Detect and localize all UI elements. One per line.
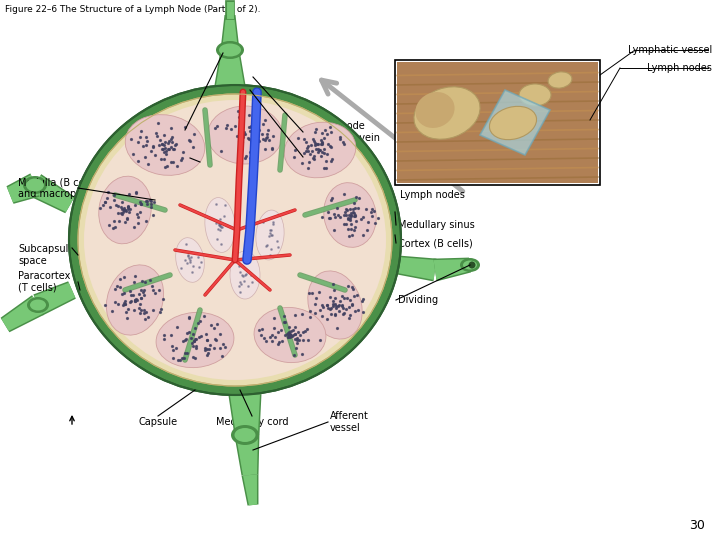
Polygon shape [433,258,471,281]
Text: Subcapsular
space: Subcapsular space [18,244,78,266]
Polygon shape [1,295,44,332]
Polygon shape [243,474,257,505]
Ellipse shape [519,84,551,106]
Ellipse shape [207,106,282,164]
Text: Dividing: Dividing [398,295,438,305]
Text: Capsule: Capsule [138,417,178,427]
Ellipse shape [548,72,572,88]
Ellipse shape [30,300,46,310]
Ellipse shape [231,425,259,445]
Polygon shape [6,173,40,204]
Ellipse shape [469,261,475,268]
Polygon shape [215,50,246,85]
Ellipse shape [254,307,326,362]
Ellipse shape [307,271,362,339]
Ellipse shape [490,106,536,140]
Ellipse shape [176,238,204,282]
Text: Lymph nodes: Lymph nodes [647,63,712,73]
Polygon shape [222,15,238,50]
Text: 30: 30 [689,519,705,532]
Ellipse shape [99,176,151,244]
Ellipse shape [463,260,477,269]
Ellipse shape [414,87,480,139]
Ellipse shape [415,92,454,128]
Ellipse shape [324,183,377,247]
Text: Lymph node
artery and vein: Lymph node artery and vein [305,121,380,143]
Ellipse shape [256,210,284,260]
Polygon shape [220,15,240,50]
Polygon shape [33,281,76,315]
Polygon shape [29,174,75,213]
Polygon shape [241,474,258,505]
Polygon shape [433,259,471,280]
Text: Medulla (B cells
and macrophages): Medulla (B cells and macrophages) [18,177,109,199]
Text: Hilum: Hilum [305,152,333,162]
Ellipse shape [107,265,163,335]
Polygon shape [7,175,39,202]
Bar [395,60,600,185]
Text: Trabeculae: Trabeculae [158,153,211,163]
Polygon shape [230,394,260,436]
Ellipse shape [219,44,241,57]
Text: Cortex (B cells): Cortex (B cells) [398,238,473,248]
Bar [397,62,598,183]
Text: Medullary sinus: Medullary sinus [398,220,474,230]
Ellipse shape [26,179,44,192]
Ellipse shape [27,297,49,313]
Polygon shape [30,176,74,212]
Ellipse shape [125,114,204,176]
Polygon shape [34,282,75,314]
Polygon shape [235,434,259,476]
Ellipse shape [84,100,386,380]
Ellipse shape [69,85,401,395]
Text: Efferent
vessel: Efferent vessel [143,119,182,141]
Ellipse shape [230,251,260,299]
Ellipse shape [235,428,256,442]
Polygon shape [1,296,43,331]
Ellipse shape [460,258,480,272]
Ellipse shape [284,122,356,178]
Ellipse shape [205,198,235,252]
Polygon shape [236,434,258,476]
Polygon shape [480,90,550,155]
Text: Paracortex
(T cells): Paracortex (T cells) [18,271,71,293]
Ellipse shape [156,313,234,368]
Text: Lymphatic vessel: Lymphatic vessel [628,45,712,55]
Text: Afferent
vessel: Afferent vessel [330,411,369,433]
Ellipse shape [216,41,244,59]
Ellipse shape [78,94,392,386]
Polygon shape [228,394,261,436]
Polygon shape [397,257,436,280]
Text: Figure 22–6 The Structure of a Lymph Node (Part 1 of 2).: Figure 22–6 The Structure of a Lymph Nod… [5,5,261,14]
Ellipse shape [23,176,47,194]
Polygon shape [397,255,436,281]
Text: Medullary cord: Medullary cord [216,417,288,427]
Polygon shape [216,50,244,85]
Text: Lymph nodes: Lymph nodes [400,190,465,200]
